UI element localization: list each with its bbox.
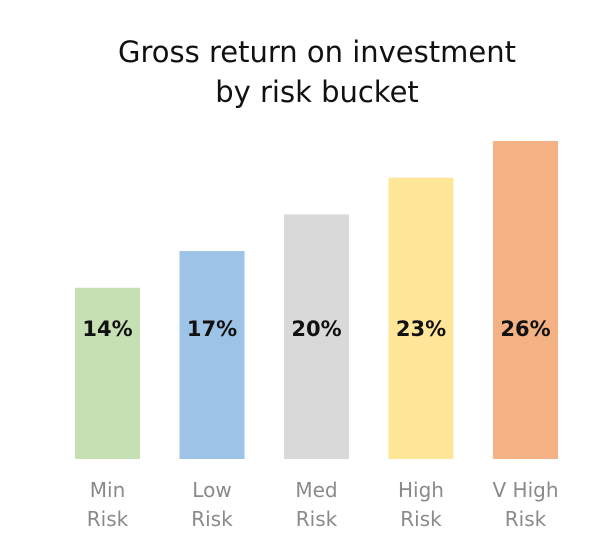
category-label-4-line2: Risk xyxy=(505,507,547,531)
bar-value-label-0: 14% xyxy=(82,317,132,341)
category-label-1-line1: Low xyxy=(192,478,231,502)
category-label-1-line2: Risk xyxy=(191,507,233,531)
bar-value-label-4: 26% xyxy=(500,317,550,341)
bar-4 xyxy=(493,141,558,459)
bar-1 xyxy=(179,251,245,459)
bar-value-label-3: 23% xyxy=(396,317,446,341)
bar-value-label-2: 20% xyxy=(291,317,341,341)
bar-value-label-1: 17% xyxy=(187,317,237,341)
category-label-3-line2: Risk xyxy=(400,507,442,531)
category-label-0-line2: Risk xyxy=(87,507,129,531)
category-label-4-line1: V High xyxy=(492,478,558,502)
category-label-0-line1: Min xyxy=(90,478,126,502)
category-label-3-line1: High xyxy=(398,478,444,502)
category-label-2-line2: Risk xyxy=(296,507,338,531)
chart-title: Gross return on investment by risk bucke… xyxy=(0,32,592,112)
chart-title-line2: by risk bucket xyxy=(215,75,419,109)
category-label-2-line1: Med xyxy=(295,478,337,502)
chart-title-line1: Gross return on investment xyxy=(118,35,516,69)
bar-2 xyxy=(284,214,349,459)
bar-3 xyxy=(388,177,454,459)
bar-0 xyxy=(75,287,140,459)
